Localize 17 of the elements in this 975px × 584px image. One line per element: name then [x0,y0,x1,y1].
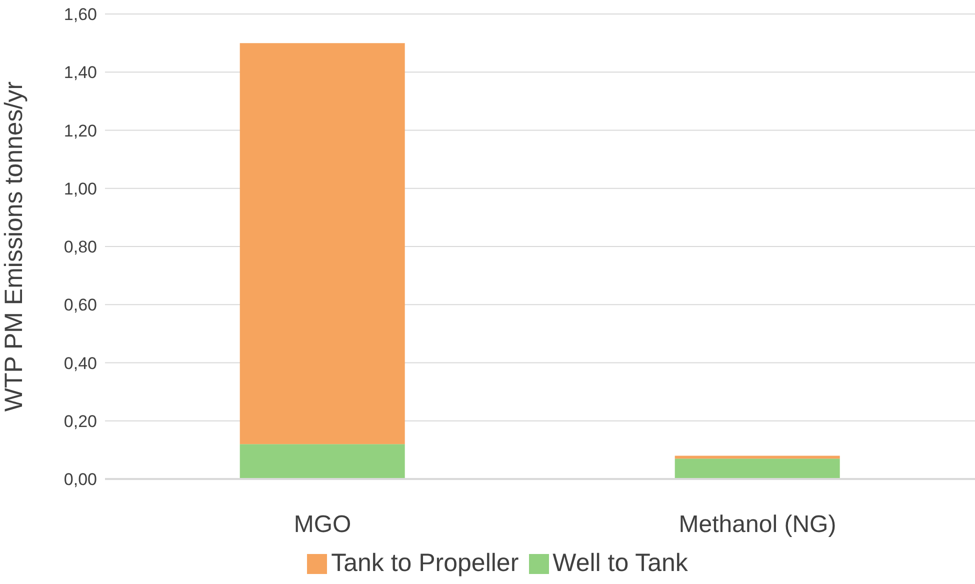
y-tick-label: 1,60 [64,5,97,24]
x-tick-label: MGO [294,511,352,538]
y-axis-title: WTP PM Emissions tonnes/yr [0,81,28,412]
y-tick-label: 0,00 [64,470,97,490]
y-tick-label: 0,60 [64,296,97,315]
legend-label: Tank to Propeller [331,549,519,577]
y-tick-label: 0,80 [64,238,97,257]
y-tick-label: 1,20 [64,121,97,140]
bar [240,444,405,479]
bar [240,43,405,444]
y-tick-label: 1,00 [64,179,97,198]
bar [674,458,840,479]
y-tick-label: 1,40 [64,63,97,82]
x-tick-label: Methanol (NG) [678,511,836,538]
y-tick-label: 0,40 [64,354,97,373]
legend-label: Well to Tank [552,549,688,577]
y-tick-label: 0,20 [64,412,97,431]
